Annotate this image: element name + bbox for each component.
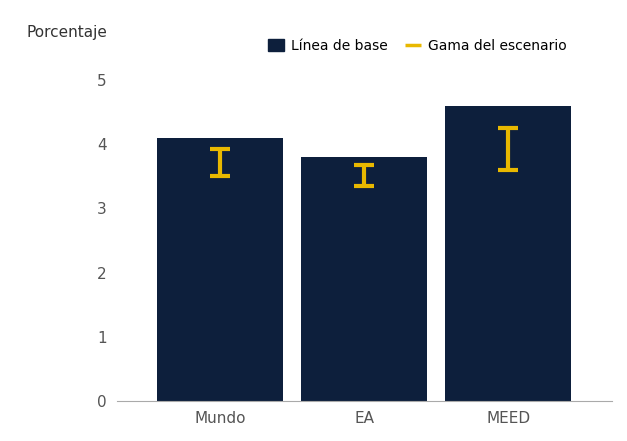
Y-axis label: Porcentaje: Porcentaje bbox=[26, 25, 107, 40]
Bar bbox=[301, 157, 428, 401]
Bar bbox=[445, 106, 571, 401]
Bar bbox=[157, 138, 283, 401]
Legend: Línea de base, Gama del escenario: Línea de base, Gama del escenario bbox=[262, 34, 572, 59]
